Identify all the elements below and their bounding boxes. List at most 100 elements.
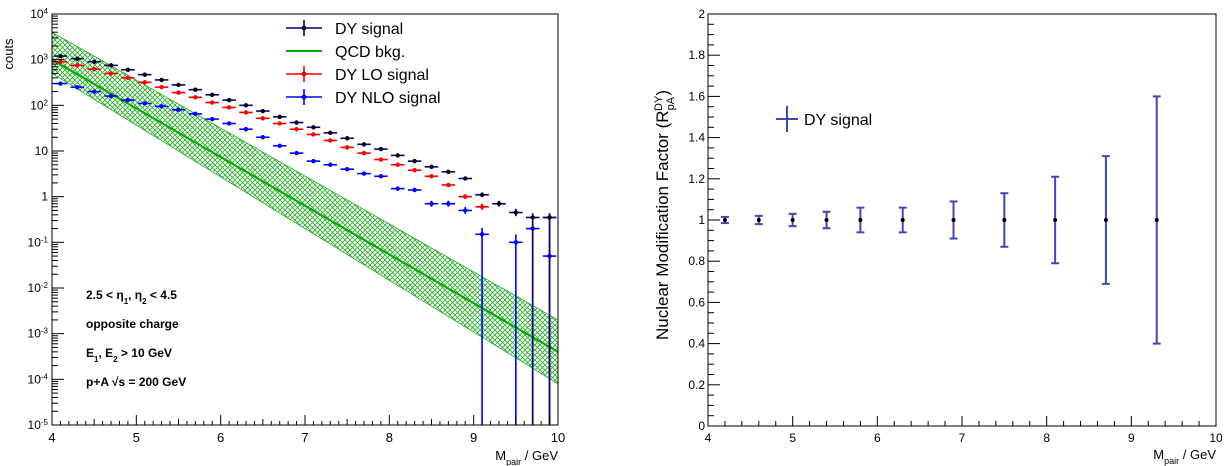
data-series	[53, 53, 557, 425]
tick-exponent: -5	[41, 418, 49, 427]
data-point	[193, 111, 198, 117]
data-point	[91, 66, 97, 72]
data-point	[395, 186, 400, 191]
tick-base: 10	[30, 53, 44, 67]
data-point	[412, 158, 417, 164]
data-point	[210, 92, 215, 98]
data-point	[294, 127, 299, 132]
data-point	[344, 136, 350, 141]
data-point	[429, 164, 434, 170]
data-point	[58, 59, 63, 64]
legend-label: QCD bkg.	[335, 44, 405, 61]
annotation-part: 1	[124, 297, 129, 306]
data-point	[58, 53, 63, 59]
legend-label: DY signal	[335, 21, 403, 38]
data-point	[479, 192, 485, 197]
tick-base: 10	[30, 7, 44, 21]
tick-base: 10	[28, 372, 42, 386]
tick-base: 1	[41, 190, 48, 204]
x-axis-label: Mpair / GeV	[495, 448, 558, 466]
data-point	[463, 176, 468, 181]
data-point	[446, 182, 451, 188]
data-point	[210, 116, 215, 122]
x-tick-label: 5	[133, 430, 140, 445]
data-point	[193, 95, 198, 100]
x-tick-label: 8	[386, 430, 393, 445]
xlabel-unit: / GeV	[521, 448, 558, 463]
y-tick-label: 10-2	[28, 281, 49, 296]
y-tick-label: 10-3	[28, 326, 49, 341]
legend-label: DY LO signal	[335, 67, 429, 84]
data-point	[361, 142, 367, 147]
data-point	[395, 153, 400, 158]
data-point	[361, 171, 367, 176]
data-point	[108, 93, 114, 99]
annotation-line: E1, E2 > 10 GeV	[86, 346, 172, 364]
data-point	[513, 240, 519, 245]
data-point	[176, 90, 181, 95]
tick-base: 10	[28, 281, 42, 295]
annotation-part: p+A √s = 200 GeV	[86, 375, 186, 389]
annotation-line: 2.5 < η1, η2 < 4.5	[86, 288, 177, 306]
data-point	[378, 157, 384, 162]
data-point	[260, 116, 266, 121]
data-point	[463, 208, 468, 213]
tick-base: 10	[28, 418, 42, 432]
annotation-block: 2.5 < η1, η2 < 4.5 opposite charge E1, E2 …	[86, 288, 186, 389]
legend: DY signal QCD bkg. DY LO signal DY NLO sign…	[286, 20, 441, 107]
x-tick-label: 9	[470, 430, 477, 445]
y-tick-label: 104	[30, 7, 48, 22]
legend-marker	[301, 94, 307, 100]
data-point	[243, 127, 249, 132]
legend-marker	[301, 71, 307, 77]
data-point	[344, 166, 350, 172]
data-point	[412, 187, 417, 193]
data-point	[311, 125, 316, 130]
qcd-line	[52, 58, 558, 353]
data-point	[277, 114, 282, 120]
tick-base: 10	[28, 235, 42, 249]
qcd-uncertainty-band	[52, 31, 558, 385]
y-tick-label: 103	[30, 52, 48, 67]
tick-exponent: -3	[41, 326, 49, 335]
tick-base: 10	[30, 98, 44, 112]
tick-base: 10	[28, 327, 42, 341]
data-point	[479, 204, 485, 209]
data-point	[260, 135, 266, 140]
x-tick-label: 10	[551, 430, 565, 445]
data-point	[176, 82, 181, 88]
data-point	[159, 84, 164, 90]
data-point	[446, 169, 451, 175]
data-point	[260, 108, 266, 114]
data-point	[108, 71, 114, 76]
x-tick-label: 7	[301, 430, 308, 445]
data-point	[463, 194, 468, 199]
data-point	[108, 63, 114, 68]
data-point	[75, 56, 80, 61]
annotation-part: 2	[142, 297, 147, 306]
data-point	[176, 107, 181, 112]
data-point	[142, 72, 147, 77]
data-point	[344, 145, 350, 150]
annotation-part: , E	[98, 346, 113, 360]
tick-exponent: 2	[44, 98, 49, 107]
data-point	[412, 167, 417, 173]
legend-label: DY NLO signal	[335, 90, 441, 107]
annotation-part: , η	[128, 288, 142, 302]
y-tick-label: 10-4	[28, 372, 49, 387]
tick-exponent: -4	[41, 372, 49, 381]
tick-exponent: -2	[41, 281, 49, 290]
annotation-line: opposite charge	[86, 317, 179, 331]
data-point	[193, 87, 198, 92]
axes: 4 5 6 7 8 9 1010410310210110-110-210-310-410-5…	[1, 7, 565, 466]
data-point	[75, 63, 80, 68]
data-point	[125, 67, 131, 72]
data-point	[311, 158, 316, 164]
data-point	[479, 232, 485, 237]
data-point	[58, 81, 63, 86]
data-point	[243, 110, 249, 115]
data-point	[125, 75, 131, 81]
xlabel-sub: pair	[506, 457, 521, 466]
data-point	[142, 80, 147, 85]
